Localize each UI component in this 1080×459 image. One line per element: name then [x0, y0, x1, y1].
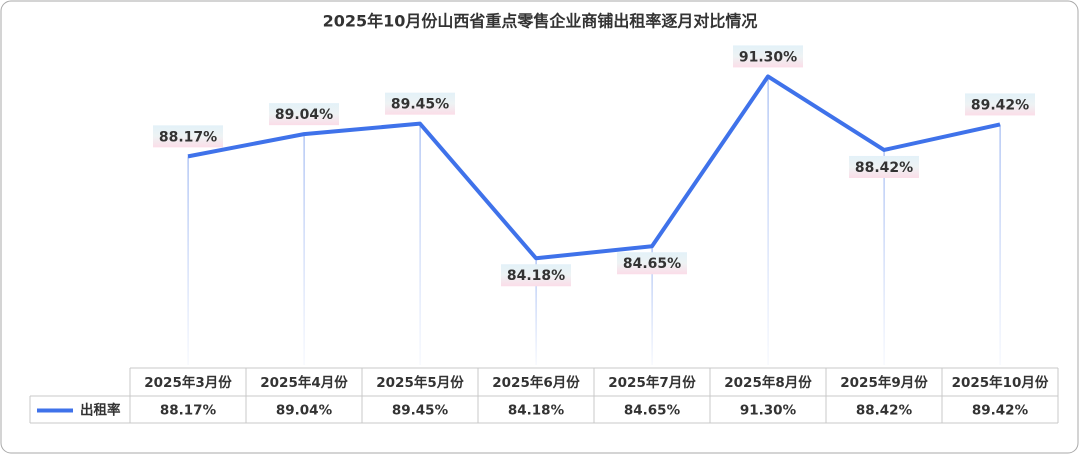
drop-line	[883, 149, 885, 365]
table-value: 88.17%	[160, 403, 217, 419]
table-value: 84.65%	[624, 403, 681, 419]
x-tick-label: 2025年8月份	[724, 374, 812, 391]
x-tick-label: 2025年5月份	[376, 374, 464, 391]
value-label-bg	[385, 92, 455, 115]
x-tick-label: 2025年3月份	[144, 374, 232, 391]
value-label: 89.42%	[971, 97, 1029, 113]
x-tick-label: 2025年6月份	[492, 374, 580, 391]
value-label: 88.42%	[855, 160, 913, 176]
x-tick-label: 2025年7月份	[608, 374, 696, 391]
x-tick-label: 2025年9月份	[840, 374, 928, 391]
value-label-bg	[849, 155, 919, 178]
drop-line	[651, 246, 653, 365]
legend-label: 出租率	[80, 402, 121, 419]
table-value: 88.42%	[856, 403, 913, 419]
value-label: 89.45%	[391, 97, 449, 113]
value-label-bg	[153, 125, 223, 148]
value-label: 84.18%	[507, 268, 565, 284]
value-label: 91.30%	[739, 49, 797, 65]
value-label-bg	[501, 264, 571, 287]
value-label: 89.04%	[275, 107, 333, 123]
chart-title: 2025年10月份山西省重点零售企业商铺出租率逐月对比情况	[323, 12, 758, 31]
drop-line	[535, 258, 537, 365]
table-value: 84.18%	[508, 403, 565, 419]
table-value: 89.45%	[392, 403, 449, 419]
line	[187, 74, 1001, 261]
value-label-bg	[269, 103, 339, 126]
x-tick-label: 2025年10月份	[952, 374, 1049, 391]
value-label-bg	[733, 45, 803, 68]
table-value: 91.30%	[740, 403, 797, 419]
drop-line	[187, 156, 189, 365]
value-label-bg	[965, 93, 1035, 116]
table-value: 89.04%	[276, 403, 333, 419]
value-label-bg	[617, 252, 687, 275]
drop-line	[419, 123, 421, 366]
drop-line	[767, 76, 769, 366]
table-value: 89.42%	[972, 403, 1029, 419]
x-tick-label: 2025年4月份	[260, 374, 348, 391]
value-label: 88.17%	[159, 129, 217, 145]
value-label: 84.65%	[623, 256, 681, 272]
drop-line	[303, 134, 305, 365]
drop-line	[999, 124, 1001, 365]
